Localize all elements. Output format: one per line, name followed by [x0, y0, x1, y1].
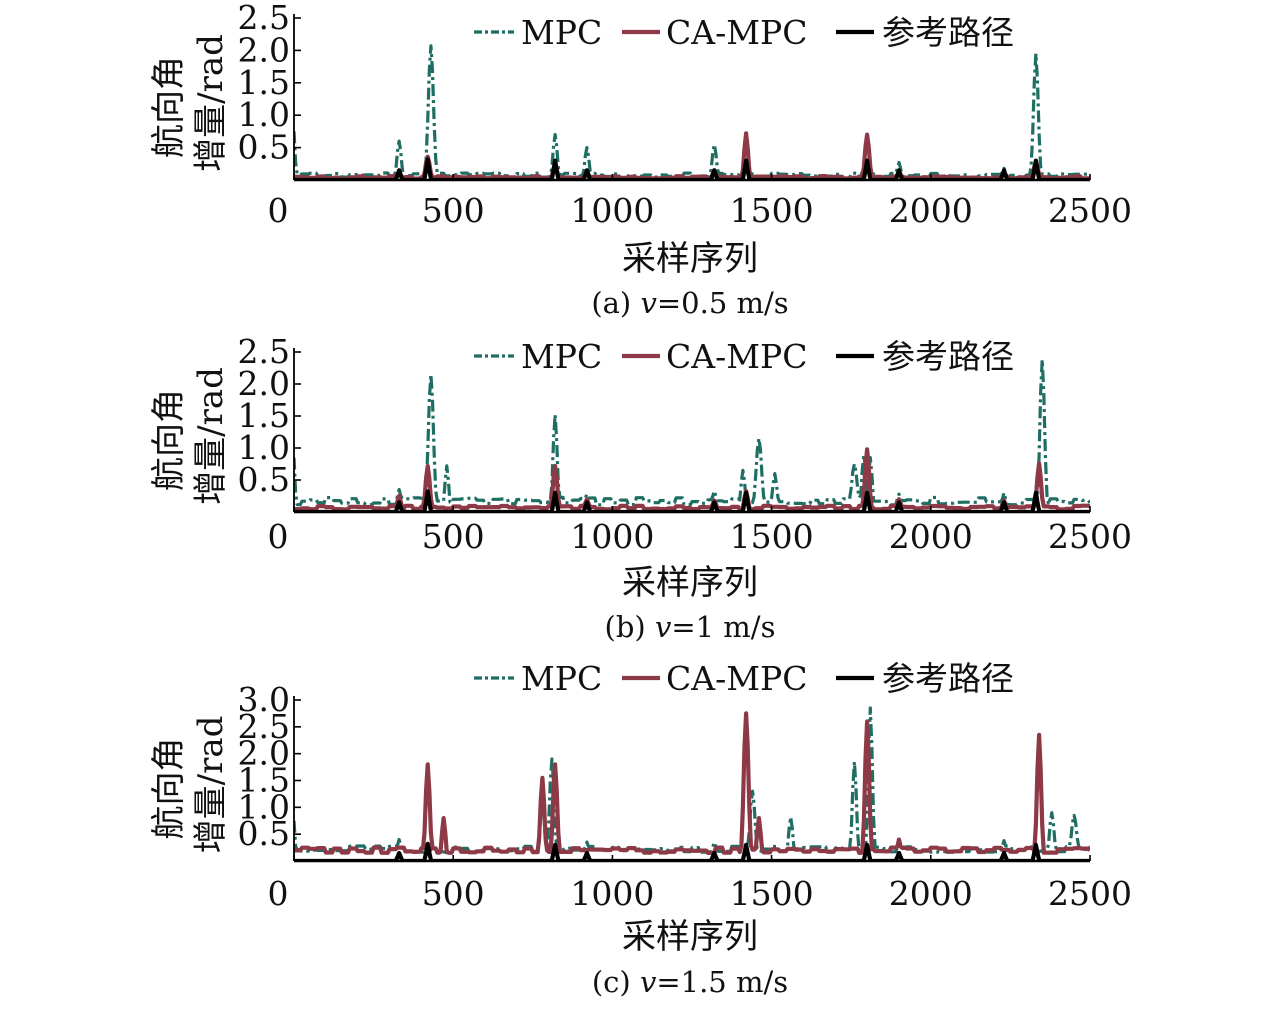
x-tick-label: 0: [268, 517, 289, 556]
x-tick-label: 1000: [570, 874, 654, 913]
x-tick-label: 2000: [889, 874, 973, 913]
legend-item-reference-label: 参考路径: [882, 337, 1014, 376]
series-line-ca-mpc: [294, 711, 1090, 855]
series-line-reference: [294, 841, 1090, 861]
caption-value: =1 m/s: [671, 610, 775, 644]
legend-item-ca-mpc-label: CA-MPC: [666, 13, 807, 52]
series-line-reference: [294, 489, 1090, 512]
x-axis-label: 采样序列: [622, 917, 758, 957]
legend-item-ca-mpc-label: CA-MPC: [666, 337, 807, 376]
x-tick-label: 2500: [1048, 874, 1132, 913]
y-tick-label: 0.5: [238, 460, 290, 499]
chart-panel-2: 0.51.01.52.02.5 0 500 1000 1500 2000 2500 航向角 增量…: [149, 332, 1132, 644]
y-axis-label-line1: 航向角: [149, 56, 189, 158]
y-tick-label: 2.5: [238, 707, 290, 746]
caption-value: =1.5 m/s: [656, 965, 788, 999]
x-tick-label: 2000: [889, 517, 973, 556]
caption-value: =0.5 m/s: [657, 286, 789, 320]
y-tick-label: 2.5: [238, 332, 290, 371]
caption-prefix: (b): [605, 610, 655, 644]
x-tick-label: 2000: [889, 191, 973, 230]
panel-caption: (b) v=1 m/s: [605, 610, 776, 644]
y-tick-label: 1.5: [238, 396, 290, 435]
caption-prefix: (a): [591, 286, 640, 320]
panel-caption: (a) v=0.5 m/s: [591, 286, 788, 320]
x-tick-label: 500: [422, 874, 485, 913]
caption-variable: v: [640, 286, 657, 320]
legend-item-reference-label: 参考路径: [882, 659, 1014, 698]
legend-item-mpc-label: MPC: [521, 337, 602, 376]
legend-item-mpc-label: MPC: [521, 659, 602, 698]
y-tick-label: 0.5: [238, 814, 290, 853]
x-tick-label: 500: [422, 191, 485, 230]
x-tick-label: 500: [422, 517, 485, 556]
y-axis-label-line2: 增量/rad: [191, 716, 231, 854]
y-axis-label-line2: 增量/rad: [191, 34, 231, 172]
caption-variable: v: [640, 965, 657, 999]
y-tick-label: 1.0: [238, 787, 290, 826]
y-tick-label: 1.0: [238, 428, 290, 467]
x-tick-label: 2500: [1048, 517, 1132, 556]
y-tick-label: 0.5: [238, 128, 290, 167]
y-axis-label-line1: 航向角: [149, 738, 189, 840]
y-tick-label: 2.5: [238, 0, 290, 37]
x-axis-label: 采样序列: [622, 239, 758, 279]
legend-item-mpc-label: MPC: [521, 13, 602, 52]
series-line-reference: [294, 157, 1090, 180]
legend-item-ca-mpc-label: CA-MPC: [666, 659, 807, 698]
series-line-ca-mpc: [294, 131, 1090, 180]
x-tick-label: 2500: [1048, 191, 1132, 230]
y-axis-label-line1: 航向角: [149, 389, 189, 491]
x-tick-label: 1500: [730, 517, 814, 556]
series-line-ca-mpc: [294, 447, 1090, 512]
panel-caption: (c) v=1.5 m/s: [592, 965, 788, 999]
x-tick-label: 1500: [730, 874, 814, 913]
x-tick-label: 1000: [570, 517, 654, 556]
chart-panel-3: 0.51.01.52.02.53.0 0 500 1000 1500 2000 2500 航向…: [149, 659, 1132, 999]
x-tick-label: 0: [268, 191, 289, 230]
y-tick-label: 2.0: [238, 734, 290, 773]
series-line-mpc: [294, 44, 1090, 180]
legend: MPC CA-MPC 参考路径: [474, 337, 1014, 376]
x-axis-label: 采样序列: [622, 563, 758, 603]
y-tick-label: 2.0: [238, 30, 290, 69]
legend-item-reference-label: 参考路径: [882, 13, 1014, 52]
caption-prefix: (c): [592, 965, 640, 999]
chart-panel-1: 0.51.01.52.02.5 0 500 1000 1500 2000 2500 航向角 增量…: [149, 0, 1132, 320]
y-tick-label: 3.0: [238, 680, 290, 719]
y-tick-label: 2.0: [238, 364, 290, 403]
caption-variable: v: [655, 610, 672, 644]
y-tick-label: 1.5: [238, 761, 290, 800]
x-tick-label: 1500: [730, 191, 814, 230]
y-tick-label: 1.5: [238, 63, 290, 102]
y-tick-label: 1.0: [238, 95, 290, 134]
x-tick-label: 0: [268, 874, 289, 913]
legend: MPC CA-MPC 参考路径: [474, 659, 1014, 698]
y-axis-label-line2: 增量/rad: [191, 367, 231, 505]
series-line-mpc: [294, 706, 1090, 854]
series-line-mpc: [294, 358, 1090, 507]
x-tick-label: 1000: [570, 191, 654, 230]
legend: MPC CA-MPC 参考路径: [474, 13, 1014, 52]
